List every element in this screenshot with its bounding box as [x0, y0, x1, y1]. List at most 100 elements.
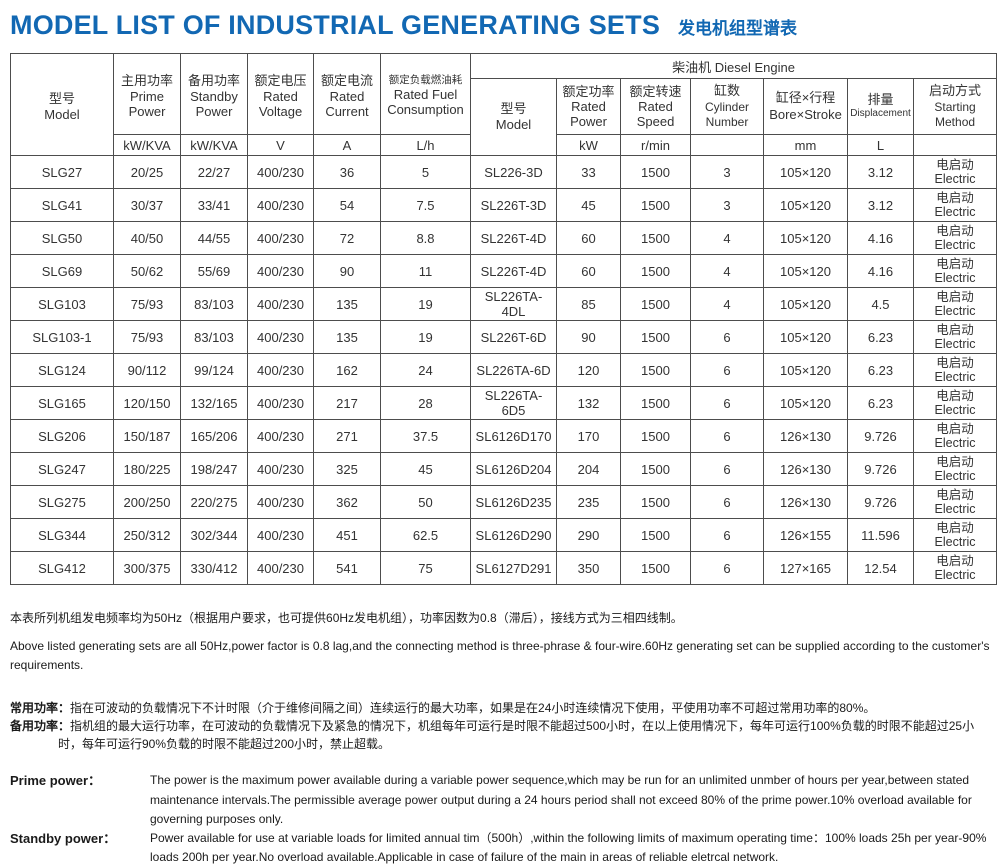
cell-engine-model: SL226T-4D [470, 254, 557, 288]
cell-rated-voltage: 400/230 [247, 386, 314, 420]
cell-rated-power: 204 [556, 452, 621, 486]
col-header-genset-model: 型号 Model [10, 53, 114, 156]
footnotes: 本表所列机组发电频率均为50Hz（根据用户要求，也可提供60Hz发电机组），功率… [10, 609, 996, 867]
cell-genset-model: SLG69 [10, 254, 114, 288]
cell-rated-current: 135 [313, 287, 381, 321]
cell-displacement: 9.726 [847, 452, 914, 486]
cell-rated-speed: 1500 [620, 518, 691, 552]
cell-displacement: 3.12 [847, 188, 914, 222]
table-row: SLG69 50/62 55/69 400/230 90 11 SL226T-4D 60 150… [10, 254, 998, 288]
cell-rated-power: 33 [556, 155, 621, 189]
cell-fuel-consumption: 11 [380, 254, 471, 288]
cell-prime-power: 50/62 [113, 254, 181, 288]
cell-standby-power: 220/275 [180, 485, 248, 519]
header-en: Bore×Stroke [769, 106, 842, 122]
cell-rated-voltage: 400/230 [247, 485, 314, 519]
cell-cylinder-number: 4 [690, 221, 764, 255]
cell-standby-power: 302/344 [180, 518, 248, 552]
table-row: SLG247 180/225 198/247 400/230 325 45 SL6126D2… [10, 452, 998, 486]
col-header-bore-stroke: 缸径×行程 Bore×Stroke [763, 78, 848, 135]
cell-standby-power: 132/165 [180, 386, 248, 420]
cell-standby-power: 83/103 [180, 287, 248, 321]
cell-fuel-consumption: 50 [380, 485, 471, 519]
header-en: Model [44, 106, 80, 122]
cell-engine-model: SL226T-3D [470, 188, 557, 222]
cell-rated-power: 120 [556, 353, 621, 387]
table-row: SLG206 150/187 165/206 400/230 271 37.5 SL6126… [10, 419, 998, 453]
cell-rated-speed: 1500 [620, 320, 691, 354]
cell-engine-model: SL226TA-6D [470, 353, 557, 387]
cell-displacement: 4.16 [847, 221, 914, 255]
cell-rated-current: 217 [313, 386, 381, 420]
cell-displacement: 9.726 [847, 419, 914, 453]
header-zh: 额定电压 [254, 72, 307, 88]
cell-starting-method: 电启动 Electric [912, 452, 998, 486]
cell-prime-power: 180/225 [113, 452, 181, 486]
cell-cylinder-number: 4 [690, 254, 764, 288]
table-row: SLG103 75/93 83/103 400/230 135 19 SL226TA-4DL… [10, 287, 998, 321]
cell-bore-stroke: 126×130 [763, 452, 848, 486]
cell-rated-voltage: 400/230 [247, 320, 314, 354]
cell-engine-model: SL226TA-6D5 [470, 386, 557, 420]
header-en: Rated Fuel Consumption [387, 86, 464, 117]
header-zh: 缸数 [713, 83, 740, 99]
cell-rated-speed: 1500 [620, 221, 691, 255]
header-en: Rated Speed [636, 99, 675, 129]
cell-starting-method: 电启动 Electric [912, 320, 998, 354]
cell-standby-power: 198/247 [180, 452, 248, 486]
cell-cylinder-number: 6 [690, 551, 764, 585]
cell-rated-voltage: 400/230 [247, 287, 314, 321]
cell-standby-power: 44/55 [180, 221, 248, 255]
cell-displacement: 4.16 [847, 254, 914, 288]
unit-bore-stroke: mm [763, 134, 848, 156]
cell-genset-model: SLG165 [10, 386, 114, 420]
table-row: SLG344 250/312 302/344 400/230 451 62.5 SL6126… [10, 518, 998, 552]
note-prime-en-label: Prime power： [10, 773, 102, 789]
header-zh: 缸径×行程 [775, 90, 836, 106]
cell-rated-speed: 1500 [620, 155, 691, 189]
cell-genset-model: SLG344 [10, 518, 114, 552]
header-zh: 备用功率 [187, 72, 240, 88]
notes-english-definitions: Prime power： The power is the maximum po… [10, 771, 996, 867]
note-prime-zh: 常用功率：指在可波动的负载情况下不计时限（介于维修间隔之间）连续运行的最大功率，… [10, 699, 996, 717]
cell-fuel-consumption: 8.8 [380, 221, 471, 255]
cell-prime-power: 200/250 [113, 485, 181, 519]
header-en: Prime Power [128, 88, 166, 119]
cell-displacement: 9.726 [847, 485, 914, 519]
cell-rated-current: 362 [313, 485, 381, 519]
cell-rated-power: 60 [556, 221, 621, 255]
cell-rated-speed: 1500 [620, 188, 691, 222]
cell-bore-stroke: 105×120 [763, 188, 848, 222]
cell-rated-power: 290 [556, 518, 621, 552]
col-header-rated-voltage: 额定电压 Rated Voltage [247, 53, 314, 135]
cell-displacement: 12.54 [847, 551, 914, 585]
cell-rated-power: 45 [556, 188, 621, 222]
cell-standby-power: 33/41 [180, 188, 248, 222]
unit-rated-current: A [313, 134, 381, 156]
col-header-engine-model: 型号 Model [470, 78, 557, 156]
table-row: SLG165 120/150 132/165 400/230 217 28 SL226TA-… [10, 386, 998, 420]
cell-rated-power: 85 [556, 287, 621, 321]
note-prime-en-text: The power is the maximum power available… [150, 773, 972, 826]
cell-prime-power: 300/375 [113, 551, 181, 585]
col-header-prime-power: 主用功率 Prime Power [113, 53, 181, 135]
cell-starting-method: 电启动 Electric [912, 386, 998, 420]
cell-rated-voltage: 400/230 [247, 419, 314, 453]
cell-bore-stroke: 126×130 [763, 419, 848, 453]
cell-bore-stroke: 105×120 [763, 155, 848, 189]
cell-standby-power: 22/27 [180, 155, 248, 189]
cell-starting-method: 电启动 Electric [912, 551, 998, 585]
cell-prime-power: 120/150 [113, 386, 181, 420]
col-header-standby-power: 备用功率 Standby Power [180, 53, 248, 135]
cell-fuel-consumption: 62.5 [380, 518, 471, 552]
cell-rated-power: 60 [556, 254, 621, 288]
cell-starting-method: 电启动 Electric [912, 254, 998, 288]
cell-starting-method: 电启动 Electric [912, 485, 998, 519]
cell-fuel-consumption: 24 [380, 353, 471, 387]
header-en: Rated Voltage [258, 88, 303, 119]
cell-cylinder-number: 6 [690, 353, 764, 387]
header-en: Rated Current [325, 88, 369, 119]
cell-rated-speed: 1500 [620, 551, 691, 585]
table-row: SLG50 40/50 44/55 400/230 72 8.8 SL226T-4D 60 15… [10, 221, 998, 255]
